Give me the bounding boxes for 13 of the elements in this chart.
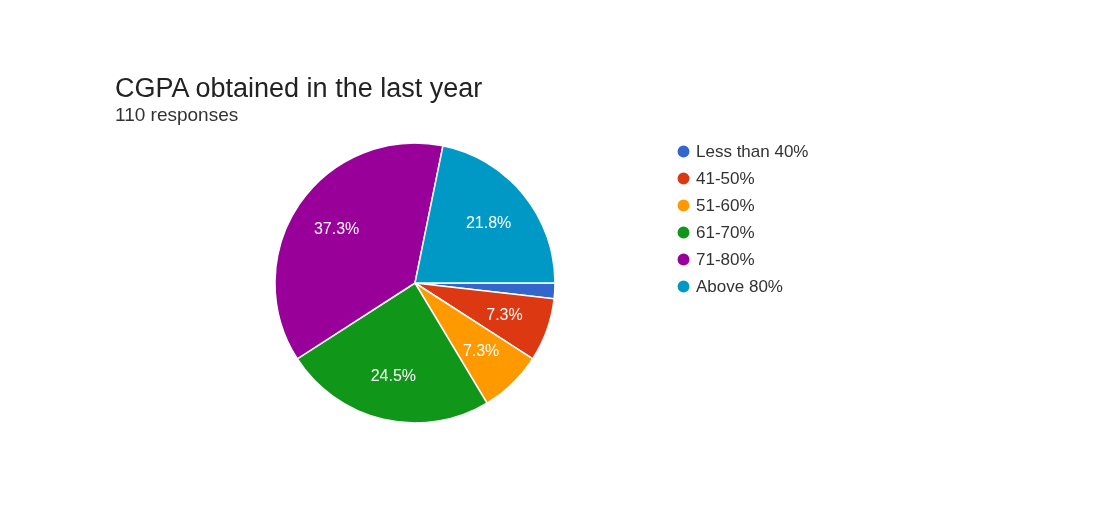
data-label: 21.8% xyxy=(465,213,512,231)
data-label: 7.3% xyxy=(462,342,500,360)
data-label: 37.3% xyxy=(313,220,360,238)
legend-label: Less than 40% xyxy=(696,141,809,161)
legend-label: 51-60% xyxy=(696,195,755,215)
data-label: 24.5% xyxy=(370,366,417,384)
chart-title: CGPA obtained in the last year xyxy=(115,73,483,103)
legend-label: 41-50% xyxy=(696,168,755,188)
data-label: 7.3% xyxy=(486,305,523,323)
legend-label: 71-80% xyxy=(696,249,755,269)
legend-label: 61-70% xyxy=(696,222,755,242)
legend-label: Above 80% xyxy=(696,276,783,296)
chart-subtitle: 110 responses xyxy=(115,104,239,125)
